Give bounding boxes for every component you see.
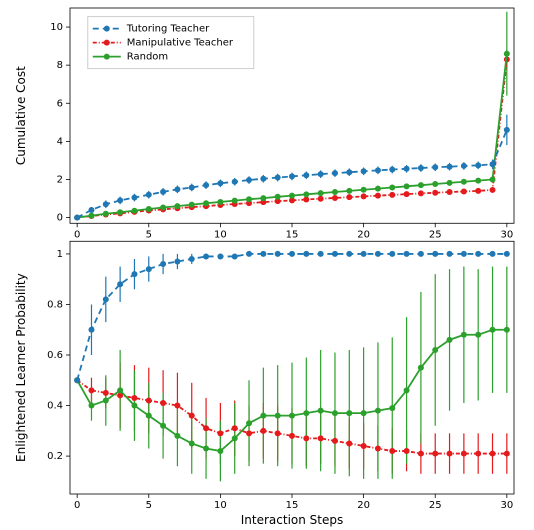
svg-text:15: 15	[286, 500, 299, 511]
legend: Tutoring Teacher Manipulative Teacher Rand…	[88, 17, 254, 69]
svg-text:25: 25	[429, 229, 442, 240]
svg-text:6: 6	[57, 98, 63, 109]
svg-text:0.8: 0.8	[47, 299, 63, 310]
y-axis-label: Cumulative Cost	[14, 66, 28, 165]
svg-text:0.4: 0.4	[47, 401, 63, 412]
svg-text:20: 20	[357, 229, 370, 240]
svg-text:2: 2	[57, 174, 63, 185]
svg-text:0.2: 0.2	[47, 451, 63, 462]
cumulative-cost-panel: 0 5 10 15 20 25 30 0 2 4 6 8 10 Cumulative Cost	[14, 8, 514, 240]
svg-text:4: 4	[57, 136, 63, 147]
svg-text:1: 1	[57, 249, 63, 260]
legend-label-manipulative: Manipulative Teacher	[127, 38, 234, 49]
svg-text:10: 10	[50, 22, 63, 33]
legend-label-random: Random	[127, 52, 168, 63]
chart-figure: 0 5 10 15 20 25 30 0 2 4 6 8 10 Cumulative Cost 0 5 10 15…	[0, 0, 534, 530]
legend-label-tutoring: Tutoring Teacher	[126, 24, 210, 35]
svg-text:25: 25	[429, 500, 442, 511]
svg-text:5: 5	[146, 229, 152, 240]
svg-text:0: 0	[57, 213, 63, 224]
svg-text:8: 8	[57, 60, 63, 71]
svg-text:30: 30	[500, 500, 513, 511]
svg-text:0.6: 0.6	[47, 350, 63, 361]
x-axis-label: Interaction Steps	[241, 513, 344, 527]
svg-text:20: 20	[357, 500, 370, 511]
svg-text:0: 0	[74, 229, 80, 240]
svg-text:15: 15	[286, 229, 299, 240]
svg-text:0: 0	[74, 500, 80, 511]
svg-text:10: 10	[214, 500, 227, 511]
enlightened-probability-panel: 0 5 10 15 20 25 30 Interaction Steps 0.2 0.4 0.6 0.…	[14, 241, 514, 527]
svg-text:10: 10	[214, 229, 227, 240]
svg-text:30: 30	[500, 229, 513, 240]
svg-text:5: 5	[146, 500, 152, 511]
y-axis-label: Enlightened Learner Probability	[14, 273, 28, 462]
